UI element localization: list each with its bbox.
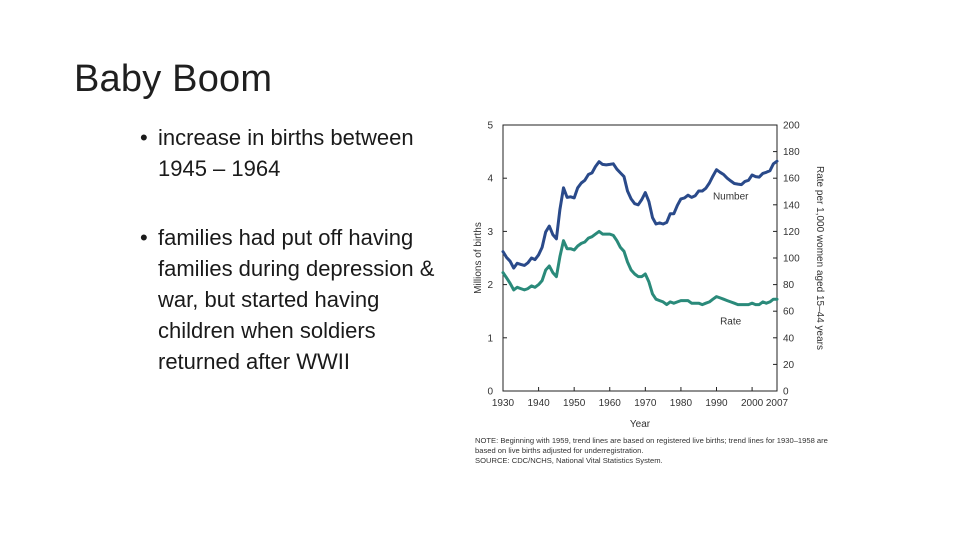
births-chart: 0 1 2 3 4 5 0 20 40 60 80 100 120 140 160 180 200 1930 194… xyxy=(473,121,825,431)
y2-tick-label: 40 xyxy=(783,333,795,344)
bullet-text: increase in births between 1945 – 1964 xyxy=(158,125,414,181)
y-axis-label: Millions of births xyxy=(473,222,484,294)
slide-title: Baby Boom xyxy=(74,58,273,100)
bullet-item: • families had put off having families d… xyxy=(140,222,440,377)
y2-tick-label: 100 xyxy=(783,254,800,265)
x-tick-label: 1980 xyxy=(670,398,693,409)
y-tick-label: 1 xyxy=(487,333,493,344)
x-tick-label: 1960 xyxy=(599,398,622,409)
bullet-glyph: • xyxy=(140,125,148,150)
y2-tick-label: 120 xyxy=(783,227,800,238)
y2-tick-label: 160 xyxy=(783,174,800,185)
y-tick-label: 2 xyxy=(487,280,493,291)
x-tick-label: 1970 xyxy=(634,398,657,409)
y2-tick-label: 20 xyxy=(783,360,795,371)
series-line-number xyxy=(501,159,779,270)
x-tick-label: 1940 xyxy=(527,398,550,409)
bullet-glyph: • xyxy=(140,225,148,250)
series-label-rate: Rate xyxy=(720,317,742,328)
y2-axis-label: Rate per 1,000 women aged 15–44 years xyxy=(814,166,825,350)
y2-tick-label: 140 xyxy=(783,200,800,211)
note-text: NOTE: Beginning with 1959, trend lines a… xyxy=(475,436,828,455)
bullet-text: families had put off having families dur… xyxy=(158,225,435,374)
y2-tick-label: 80 xyxy=(783,280,795,291)
series-label-number: Number xyxy=(713,191,749,202)
y-tick-label: 5 xyxy=(487,121,493,132)
x-tick-label: 1990 xyxy=(705,398,728,409)
y2-tick-label: 0 xyxy=(783,387,789,398)
x-axis-label: Year xyxy=(630,419,651,430)
bullet-list: • increase in births between 1945 – 1964… xyxy=(140,122,440,415)
y2-tick-label: 180 xyxy=(783,147,800,158)
x-tick-label: 1930 xyxy=(492,398,515,409)
y2-tick-label: 200 xyxy=(783,121,800,132)
y2-tick-label: 60 xyxy=(783,307,795,318)
bullet-item: • increase in births between 1945 – 1964 xyxy=(140,122,440,184)
y-tick-label: 4 xyxy=(487,174,493,185)
plot-frame xyxy=(502,124,778,392)
series-line-rate xyxy=(501,229,779,307)
chart-note: NOTE: Beginning with 1959, trend lines a… xyxy=(475,436,835,466)
y-tick-label: 3 xyxy=(487,227,493,238)
source-text: SOURCE: CDC/NCHS, National Vital Statist… xyxy=(475,456,663,465)
y-tick-label: 0 xyxy=(487,387,493,398)
x-tick-label: 2000 xyxy=(741,398,764,409)
x-tick-label: 1950 xyxy=(563,398,586,409)
x-tick-label: 2007 xyxy=(766,398,789,409)
